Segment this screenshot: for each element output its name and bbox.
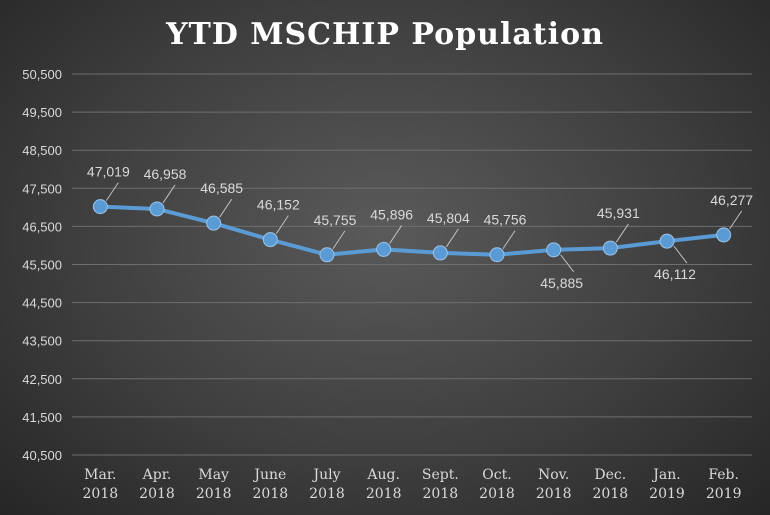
data-label-leader — [162, 184, 176, 204]
x-tick-label: Mar. 2018 — [83, 467, 119, 502]
x-tick-year: 2018 — [479, 486, 515, 502]
x-tick-month: June — [252, 467, 286, 483]
x-tick-month: Jan. — [651, 467, 680, 483]
data-point — [546, 242, 562, 258]
data-point — [206, 215, 222, 231]
x-tick-month: Aug. — [366, 467, 400, 483]
y-tick-label: 50,500 — [22, 67, 62, 82]
y-tick-label: 40,500 — [22, 448, 62, 463]
x-tick-label: Dec. 2018 — [593, 467, 629, 502]
data-point — [602, 240, 618, 256]
data-point — [432, 245, 448, 261]
series-line — [98, 204, 726, 257]
y-tick-label: 46,500 — [22, 219, 62, 234]
y-tick-label: 49,500 — [22, 105, 62, 120]
gridlines — [72, 73, 752, 456]
data-label: 45,885 — [540, 275, 583, 291]
data-label-leader — [275, 215, 289, 234]
data-label-leader — [219, 198, 233, 218]
data-label: 46,958 — [144, 166, 187, 182]
data-point — [659, 233, 675, 249]
x-tick-label: Feb. 2019 — [706, 467, 742, 502]
x-tick-month: Nov. — [538, 467, 569, 483]
data-point — [319, 247, 335, 263]
data-label-leader — [445, 228, 459, 248]
data-labels: 47,019 46,958 46,585 46,152 45,755 45,896 45,8… — [87, 164, 753, 291]
x-tick-label: Apr. 2018 — [139, 467, 175, 502]
x-tick-month: Dec. — [594, 467, 626, 483]
data-label-leader — [729, 210, 743, 230]
x-tick-year: 2018 — [366, 486, 402, 502]
data-label: 47,019 — [87, 164, 130, 180]
x-tick-year: 2018 — [253, 486, 289, 502]
x-tick-label: Jan. 2019 — [649, 467, 685, 502]
x-tick-year: 2018 — [83, 486, 119, 502]
x-tick-label: Nov. 2018 — [536, 467, 572, 502]
x-tick-year: 2019 — [649, 486, 685, 502]
data-label: 46,152 — [257, 197, 300, 213]
data-label-leader — [332, 230, 346, 250]
y-tick-label: 41,500 — [22, 410, 62, 425]
data-label-leader — [615, 223, 629, 243]
x-tick-month: Feb. — [708, 467, 739, 483]
data-label: 45,755 — [314, 212, 357, 228]
data-point — [262, 232, 278, 248]
x-tick-year: 2018 — [196, 486, 232, 502]
data-label-leader — [560, 254, 575, 273]
series — [92, 199, 732, 263]
y-tick-label: 42,500 — [22, 372, 62, 387]
x-tick-label: May 2018 — [196, 467, 232, 502]
data-label: 46,112 — [654, 266, 696, 282]
y-tick-label: 44,500 — [22, 296, 62, 311]
x-tick-label: Aug. 2018 — [366, 467, 402, 502]
data-point — [376, 241, 392, 257]
x-tick-year: 2018 — [536, 486, 572, 502]
x-tick-month: May — [198, 467, 229, 483]
y-axis-ticks: 40,500 41,500 42,500 43,500 44,500 45,500 46,5… — [22, 67, 62, 463]
x-tick-label: July 2018 — [309, 467, 345, 502]
x-tick-year: 2018 — [593, 486, 629, 502]
data-label: 45,931 — [597, 205, 640, 221]
x-tick-year: 2018 — [309, 486, 345, 502]
x-tick-month: July — [311, 467, 340, 483]
data-label-leader — [105, 182, 119, 201]
data-label: 46,585 — [200, 180, 243, 196]
data-point — [716, 227, 732, 243]
y-tick-label: 48,500 — [22, 143, 62, 158]
data-label: 46,277 — [710, 192, 753, 208]
data-label-leaders — [105, 182, 743, 273]
chart-title: YTD MSCHIP Population — [165, 17, 604, 52]
data-point — [149, 201, 165, 217]
x-tick-label: June 2018 — [252, 467, 288, 502]
x-tick-year: 2018 — [423, 486, 459, 502]
y-tick-label: 43,500 — [22, 334, 62, 349]
x-tick-year: 2018 — [139, 486, 175, 502]
x-tick-month: Apr. — [142, 467, 172, 483]
data-label: 45,896 — [370, 206, 413, 222]
x-tick-month: Sept. — [422, 467, 459, 483]
y-tick-label: 45,500 — [22, 258, 62, 273]
x-tick-month: Mar. — [84, 467, 116, 483]
data-point — [92, 199, 108, 215]
y-tick-label: 47,500 — [22, 181, 62, 196]
data-label-leader — [502, 230, 516, 250]
x-tick-label: Oct. 2018 — [479, 467, 515, 502]
data-label-leader — [389, 225, 403, 244]
data-label-leader — [673, 245, 688, 264]
data-label: 45,804 — [427, 210, 470, 226]
data-label: 45,756 — [484, 212, 527, 228]
x-tick-year: 2019 — [706, 486, 742, 502]
x-tick-month: Oct. — [482, 467, 511, 483]
x-tick-label: Sept. 2018 — [422, 467, 459, 502]
data-point — [489, 247, 505, 263]
